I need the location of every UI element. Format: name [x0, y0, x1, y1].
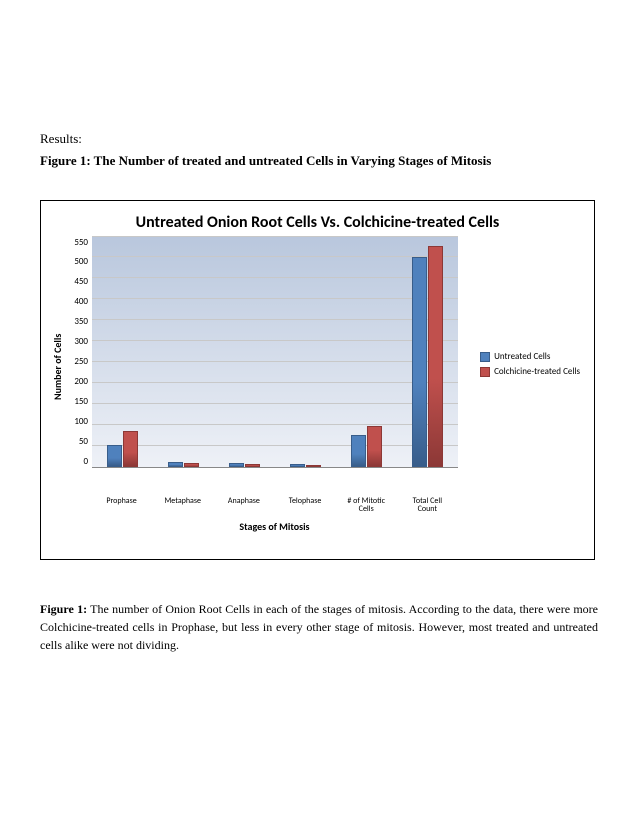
- bar-untreated: [290, 464, 305, 467]
- y-tick: 500: [66, 256, 88, 267]
- bar-group: [223, 463, 267, 466]
- legend-swatch: [480, 367, 490, 377]
- figure-heading: Results: Figure 1: The Number of treated…: [40, 60, 598, 170]
- caption-label: Figure 1:: [40, 602, 87, 616]
- bar-treated: [306, 465, 321, 467]
- legend-label: Untreated Cells: [494, 351, 550, 362]
- x-axis-ticks: Prophase Metaphase Anaphase Telophase # of M…: [91, 497, 458, 515]
- bar-untreated: [351, 435, 366, 466]
- figure-title-text: Figure 1: The Number of treated and untr…: [40, 153, 491, 168]
- plot-area: [92, 237, 458, 468]
- y-tick: 50: [66, 436, 88, 447]
- bar-group: [162, 462, 206, 466]
- bar-treated: [123, 431, 138, 467]
- chart-container: Untreated Onion Root Cells Vs. Colchicin…: [40, 200, 595, 560]
- bar-untreated: [229, 463, 244, 466]
- legend-swatch: [480, 352, 490, 362]
- y-tick: 300: [66, 336, 88, 347]
- bar-treated: [184, 463, 199, 467]
- chart-title: Untreated Onion Root Cells Vs. Colchicin…: [89, 213, 546, 232]
- legend-item: Colchicine-treated Cells: [480, 366, 580, 377]
- legend: Untreated Cells Colchicine-treated Cells: [480, 351, 580, 381]
- bar-group: [284, 464, 328, 467]
- figure-caption: Figure 1: The number of Onion Root Cells…: [40, 600, 598, 654]
- bar-group: [345, 426, 389, 467]
- bar-untreated: [412, 257, 427, 467]
- legend-label: Colchicine-treated Cells: [494, 366, 580, 377]
- x-tick: # of Mitotic Cells: [344, 497, 388, 515]
- bar-untreated: [168, 462, 183, 466]
- y-axis-ticks: 550500450400350300250200150100500: [66, 237, 92, 467]
- bar-treated: [428, 246, 443, 467]
- bar-treated: [367, 426, 382, 467]
- x-axis-label: Stages of Mitosis: [91, 520, 458, 533]
- y-tick: 150: [66, 396, 88, 407]
- y-tick: 100: [66, 416, 88, 427]
- bar-treated: [245, 464, 260, 467]
- bars-row: [92, 237, 458, 467]
- y-tick: 250: [66, 356, 88, 367]
- x-tick: Telophase: [283, 497, 327, 515]
- y-axis-label: Number of Cells: [49, 237, 66, 497]
- y-tick: 0: [66, 456, 88, 467]
- caption-text: The number of Onion Root Cells in each o…: [40, 602, 598, 652]
- y-tick: 350: [66, 316, 88, 327]
- bar-untreated: [107, 445, 122, 467]
- x-tick: Metaphase: [161, 497, 205, 515]
- page: Results: Figure 1: The Number of treated…: [0, 0, 638, 674]
- x-tick: Prophase: [100, 497, 144, 515]
- y-tick: 400: [66, 296, 88, 307]
- legend-item: Untreated Cells: [480, 351, 580, 362]
- x-tick: Anaphase: [222, 497, 266, 515]
- y-tick: 200: [66, 376, 88, 387]
- x-tick: Total Cell Count: [405, 497, 449, 515]
- y-tick: 450: [66, 276, 88, 287]
- bar-group: [101, 431, 145, 467]
- bar-group: [406, 246, 450, 467]
- section-heading: Results:: [40, 130, 598, 148]
- y-tick: 550: [66, 237, 88, 248]
